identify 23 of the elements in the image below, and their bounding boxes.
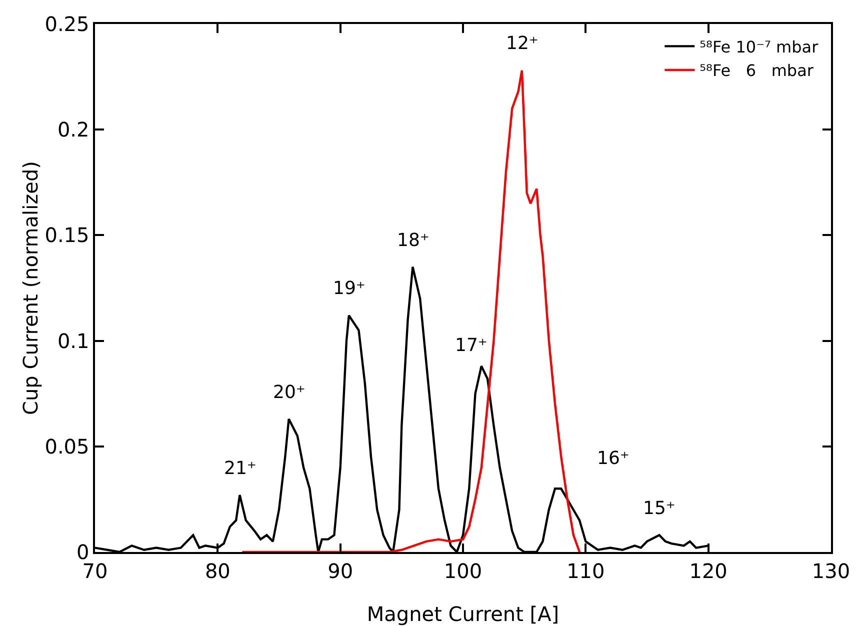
annotation: 19⁺: [333, 278, 366, 299]
x-axis-title: Magnet Current [A]: [366, 602, 560, 626]
annotation: 16⁺: [597, 448, 630, 469]
y-tick-label: 0.1: [57, 328, 90, 353]
annotation: 12⁺: [506, 33, 538, 54]
x-tick-label: 120: [689, 558, 728, 583]
y-axis-title: Cup Current (normalized): [18, 161, 43, 415]
y-tick-label: 0.15: [44, 223, 90, 248]
y-tick-label: 0.25: [44, 12, 90, 36]
annotation: 15⁺: [643, 498, 676, 519]
y-tick-label: 0.05: [44, 434, 90, 458]
x-tick-label: 90: [328, 558, 354, 583]
legend-label: ⁵⁸Fe 10⁻⁷ mbar: [700, 37, 819, 56]
annotation: 18⁺: [397, 230, 430, 251]
x-tick-label: 110: [566, 558, 605, 583]
annotation: 21⁺: [224, 458, 256, 479]
annotation: 20⁺: [273, 382, 306, 403]
x-tick-label: 100: [444, 558, 482, 583]
x-tick-label: 130: [812, 558, 850, 583]
y-tick-label: 0.2: [57, 118, 90, 142]
x-tick-label: 80: [204, 558, 230, 583]
legend-label: ⁵⁸Fe 6 mbar: [700, 61, 814, 80]
annotation: 17⁺: [455, 335, 488, 356]
